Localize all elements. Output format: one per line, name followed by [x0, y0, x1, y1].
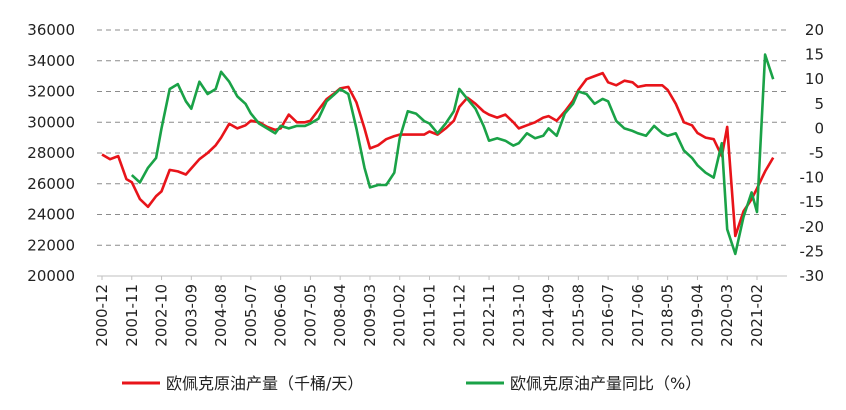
- series-line-yoy: [130, 53, 775, 256]
- right-tick-label: 20: [805, 21, 824, 39]
- right-tick-label: -15: [800, 193, 825, 211]
- x-tick-label: 2002-10: [153, 284, 171, 347]
- right-tick-label: 10: [805, 70, 824, 88]
- left-tick-label: 22000: [27, 236, 75, 254]
- x-tick-label: 2004-08: [212, 284, 230, 347]
- x-tick-label: 2013-10: [510, 284, 528, 347]
- x-tick-label: 2006-06: [272, 284, 290, 347]
- left-tick-label: 32000: [27, 83, 75, 101]
- x-tick-label: 2017-06: [629, 284, 647, 347]
- series-layer: [101, 53, 775, 256]
- x-tick-label: 2015-08: [569, 284, 587, 347]
- right-axis-ticks: -30 -25 -20 -15 -10 -5 0 5 10 15 20: [800, 21, 825, 285]
- left-tick-label: 30000: [27, 113, 75, 131]
- legend-label-production: 欧佩克原油产量（千桶/天）: [166, 374, 363, 393]
- x-tick-label: 2011-01: [421, 284, 439, 347]
- left-tick-label: 26000: [27, 175, 75, 193]
- x-tick-label: 2019-04: [688, 284, 706, 347]
- x-tick-label: 2012-11: [480, 284, 498, 347]
- right-tick-label: -30: [800, 267, 825, 285]
- x-tick-label: 2020-03: [718, 284, 736, 347]
- left-tick-label: 36000: [27, 21, 75, 39]
- x-tick-label: 2011-12: [450, 284, 468, 347]
- legend-label-yoy: 欧佩克原油产量同比（%）: [510, 374, 701, 393]
- x-tick-label: 2003-09: [182, 284, 200, 347]
- grid-lines: [97, 29, 787, 246]
- right-tick-label: -10: [800, 169, 825, 187]
- left-tick-label: 24000: [27, 206, 75, 224]
- legend: 欧佩克原油产量（千桶/天） 欧佩克原油产量同比（%）: [122, 374, 701, 393]
- series-line-production: [101, 71, 775, 238]
- right-tick-label: 5: [814, 95, 824, 113]
- left-tick-label: 34000: [27, 52, 75, 70]
- right-tick-label: -20: [800, 218, 825, 236]
- x-tick-label: 2008-04: [331, 284, 349, 347]
- left-tick-label: 28000: [27, 144, 75, 162]
- x-axis-ticks: 2000-12 2001-11 2002-10 2003-09 2004-08 2005-…: [93, 276, 766, 347]
- right-tick-label: 0: [814, 119, 824, 137]
- x-tick-label: 2005-07: [242, 284, 260, 347]
- x-tick-label: 2010-02: [391, 284, 409, 347]
- left-tick-label: 20000: [27, 267, 75, 285]
- x-tick-label: 2009-03: [361, 284, 379, 347]
- right-tick-label: -5: [809, 144, 824, 162]
- right-tick-label: -25: [800, 242, 825, 260]
- x-tick-label: 2016-07: [599, 284, 617, 347]
- x-tick-label: 2001-11: [123, 284, 141, 347]
- x-tick-label: 2007-05: [301, 284, 319, 347]
- x-tick-label: 2014-09: [540, 284, 558, 347]
- x-tick-label: 2018-05: [659, 284, 677, 347]
- left-axis-ticks: 20000 22000 24000 26000 28000 30000 32000 34000…: [27, 21, 75, 285]
- x-tick-label: 2021-02: [748, 284, 766, 347]
- x-tick-label: 2000-12: [93, 284, 111, 347]
- right-tick-label: 15: [805, 46, 824, 64]
